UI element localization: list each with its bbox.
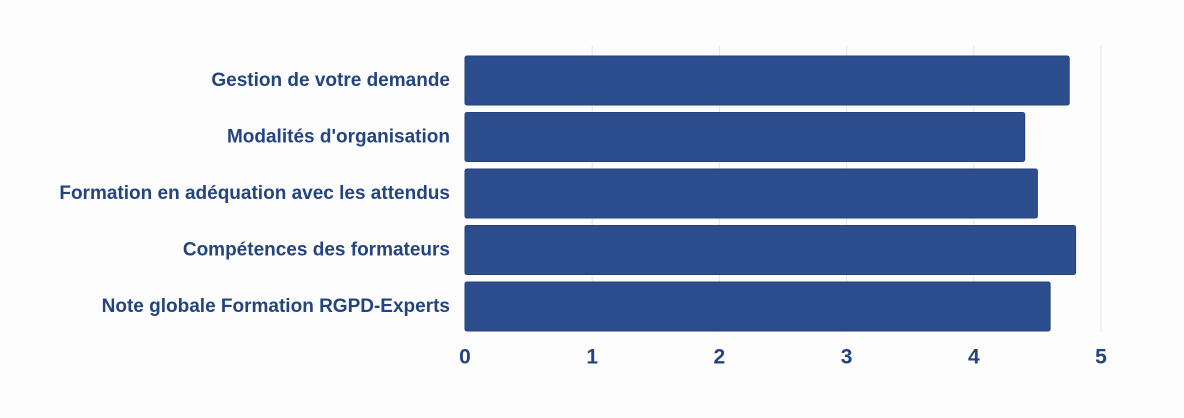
category-label-4: Compétences des formateurs: [183, 240, 450, 261]
x-tick-label-3: 3: [841, 346, 853, 369]
x-tick-label-4: 4: [968, 346, 980, 369]
bar-5: [464, 281, 1051, 332]
category-label-1: Gestion de votre demande: [211, 70, 450, 91]
bars: [464, 55, 1077, 332]
category-label-3: Formation en adéquation avec les attendu…: [59, 183, 450, 204]
bar-3: [464, 168, 1038, 219]
category-label-2: Modalités d'organisation: [227, 127, 450, 148]
bar-4: [464, 225, 1077, 275]
bar-2: [464, 112, 1026, 162]
category-labels: Gestion de votre demande Modalités d'orga…: [59, 70, 450, 317]
x-tick-label-5: 5: [1095, 346, 1107, 369]
x-tick-labels: 0 1 2 3 4 5: [459, 346, 1107, 369]
x-tick-label-1: 1: [586, 346, 598, 369]
bar-1: [464, 55, 1070, 106]
category-label-5: Note globale Formation RGPD-Experts: [102, 296, 450, 317]
x-tick-label-2: 2: [714, 346, 726, 369]
x-tick-label-0: 0: [459, 346, 471, 369]
